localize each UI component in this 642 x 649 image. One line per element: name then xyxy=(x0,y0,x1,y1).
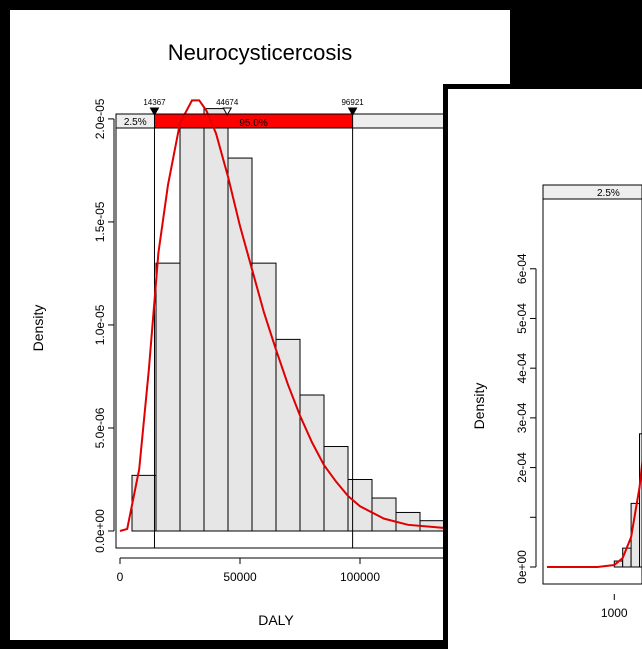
histogram-chart-left: Neurocysticercosis DALY Density 2.5% 95.0… xyxy=(30,40,510,628)
histogram-bar xyxy=(179,114,205,532)
interval-upper-label: 96921 xyxy=(341,98,364,107)
plot-frame xyxy=(115,113,510,549)
y-axis-title: Density xyxy=(471,383,487,430)
y-tick-label: 2.0e-05 xyxy=(93,98,107,139)
interval-band xyxy=(542,184,642,200)
y-tick-label: 4e-04 xyxy=(515,353,529,384)
histogram-bar xyxy=(639,433,642,568)
x-tick-label: 1000 xyxy=(601,606,628,620)
interval-mean-label: 44674 xyxy=(216,98,239,107)
histogram-bar xyxy=(155,262,181,532)
y-tick-label: 2e-04 xyxy=(515,452,529,483)
y-tick-label: 1.0e-05 xyxy=(93,304,107,345)
interval-lower-label: 14367 xyxy=(143,98,166,107)
plot-area: 2.5%13540e+002e-043e-044e-045e-046e-0410… xyxy=(515,184,642,620)
interval-upper-marker xyxy=(347,107,358,117)
interval-left-pct: 2.5% xyxy=(124,117,147,128)
x-tick-label: 0 xyxy=(117,570,124,584)
density-curve xyxy=(119,99,481,532)
y-tick-label: 5.0e-06 xyxy=(93,407,107,448)
x-tick-label: 100000 xyxy=(340,570,380,584)
plot-window-second: Density 2.5%13540e+002e-043e-044e-045e-0… xyxy=(443,84,642,649)
histogram-bar xyxy=(323,446,349,532)
y-tick-label: 1.5e-05 xyxy=(93,201,107,242)
y-tick-label: 5e-04 xyxy=(515,303,529,334)
y-tick-label: 3e-04 xyxy=(515,402,529,433)
chart-title: Neurocysticercosis xyxy=(168,40,353,65)
interval-lower-marker xyxy=(149,107,160,117)
y-tick-label: 6e-04 xyxy=(515,253,529,284)
interval-center-pct: 95.0% xyxy=(239,118,267,129)
x-axis-title: DALY xyxy=(258,612,294,628)
plot-window-neurocysticercosis: Neurocysticercosis DALY Density 2.5% 95.0… xyxy=(10,10,510,640)
histogram-bar xyxy=(203,108,229,532)
interval-mean-marker xyxy=(222,107,233,117)
interval-left-pct: 2.5% xyxy=(597,188,620,199)
histogram-bar xyxy=(227,157,253,532)
plot-frame xyxy=(542,184,642,585)
density-curve xyxy=(547,456,642,568)
y-axis-title: Density xyxy=(30,305,46,352)
y-tick-label: 0.0e+00 xyxy=(93,509,107,553)
histogram-bar xyxy=(275,338,301,532)
plot-area: 2.5% 95.0% 14367 44674 96921 0.0e+00 5.0e-06 1.… xyxy=(93,98,510,584)
histogram-chart-right: Density 2.5%13540e+002e-043e-044e-045e-0… xyxy=(471,184,642,620)
y-tick-label: 0e+00 xyxy=(515,550,529,584)
histogram-bar xyxy=(251,262,277,532)
histogram-bar xyxy=(299,394,325,532)
x-tick-label: 50000 xyxy=(223,570,257,584)
